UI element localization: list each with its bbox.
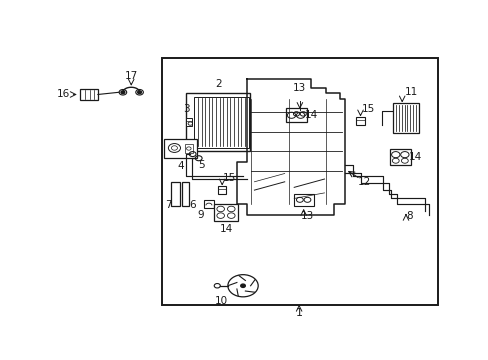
Text: 4: 4 [177,161,183,171]
Text: 8: 8 [406,211,412,221]
Text: 13: 13 [293,83,306,93]
Bar [292,110,306,118]
Text: 14: 14 [219,224,232,234]
Bar [184,144,193,153]
Circle shape [240,284,245,287]
Text: 13: 13 [300,211,313,221]
Bar [203,200,213,208]
Bar [80,89,98,100]
Text: 14: 14 [408,152,421,162]
Bar [163,139,197,158]
Bar [293,194,313,206]
Bar [182,182,188,207]
Text: 17: 17 [124,71,138,81]
Text: 15: 15 [222,174,235,184]
Bar [285,108,306,122]
Text: 9: 9 [197,210,203,220]
Text: 16: 16 [56,90,69,99]
Text: 7: 7 [164,201,171,210]
Bar [218,186,226,194]
Circle shape [121,91,124,94]
Bar [194,97,248,148]
Text: 15: 15 [361,104,374,114]
Circle shape [138,91,141,94]
Bar [171,182,180,207]
Bar [356,117,364,125]
Text: 2: 2 [215,78,221,89]
Bar [186,93,250,152]
Text: 6: 6 [189,201,196,210]
Text: 14: 14 [304,110,317,120]
Text: 12: 12 [357,177,370,187]
Text: 1: 1 [295,309,302,319]
Text: 3: 3 [183,104,190,114]
Text: 5: 5 [198,160,204,170]
Text: 11: 11 [404,87,417,98]
Bar [389,149,410,165]
Bar [185,118,191,126]
Bar [392,103,418,132]
Bar [161,58,437,305]
Bar [213,204,238,221]
Text: 10: 10 [214,296,227,306]
